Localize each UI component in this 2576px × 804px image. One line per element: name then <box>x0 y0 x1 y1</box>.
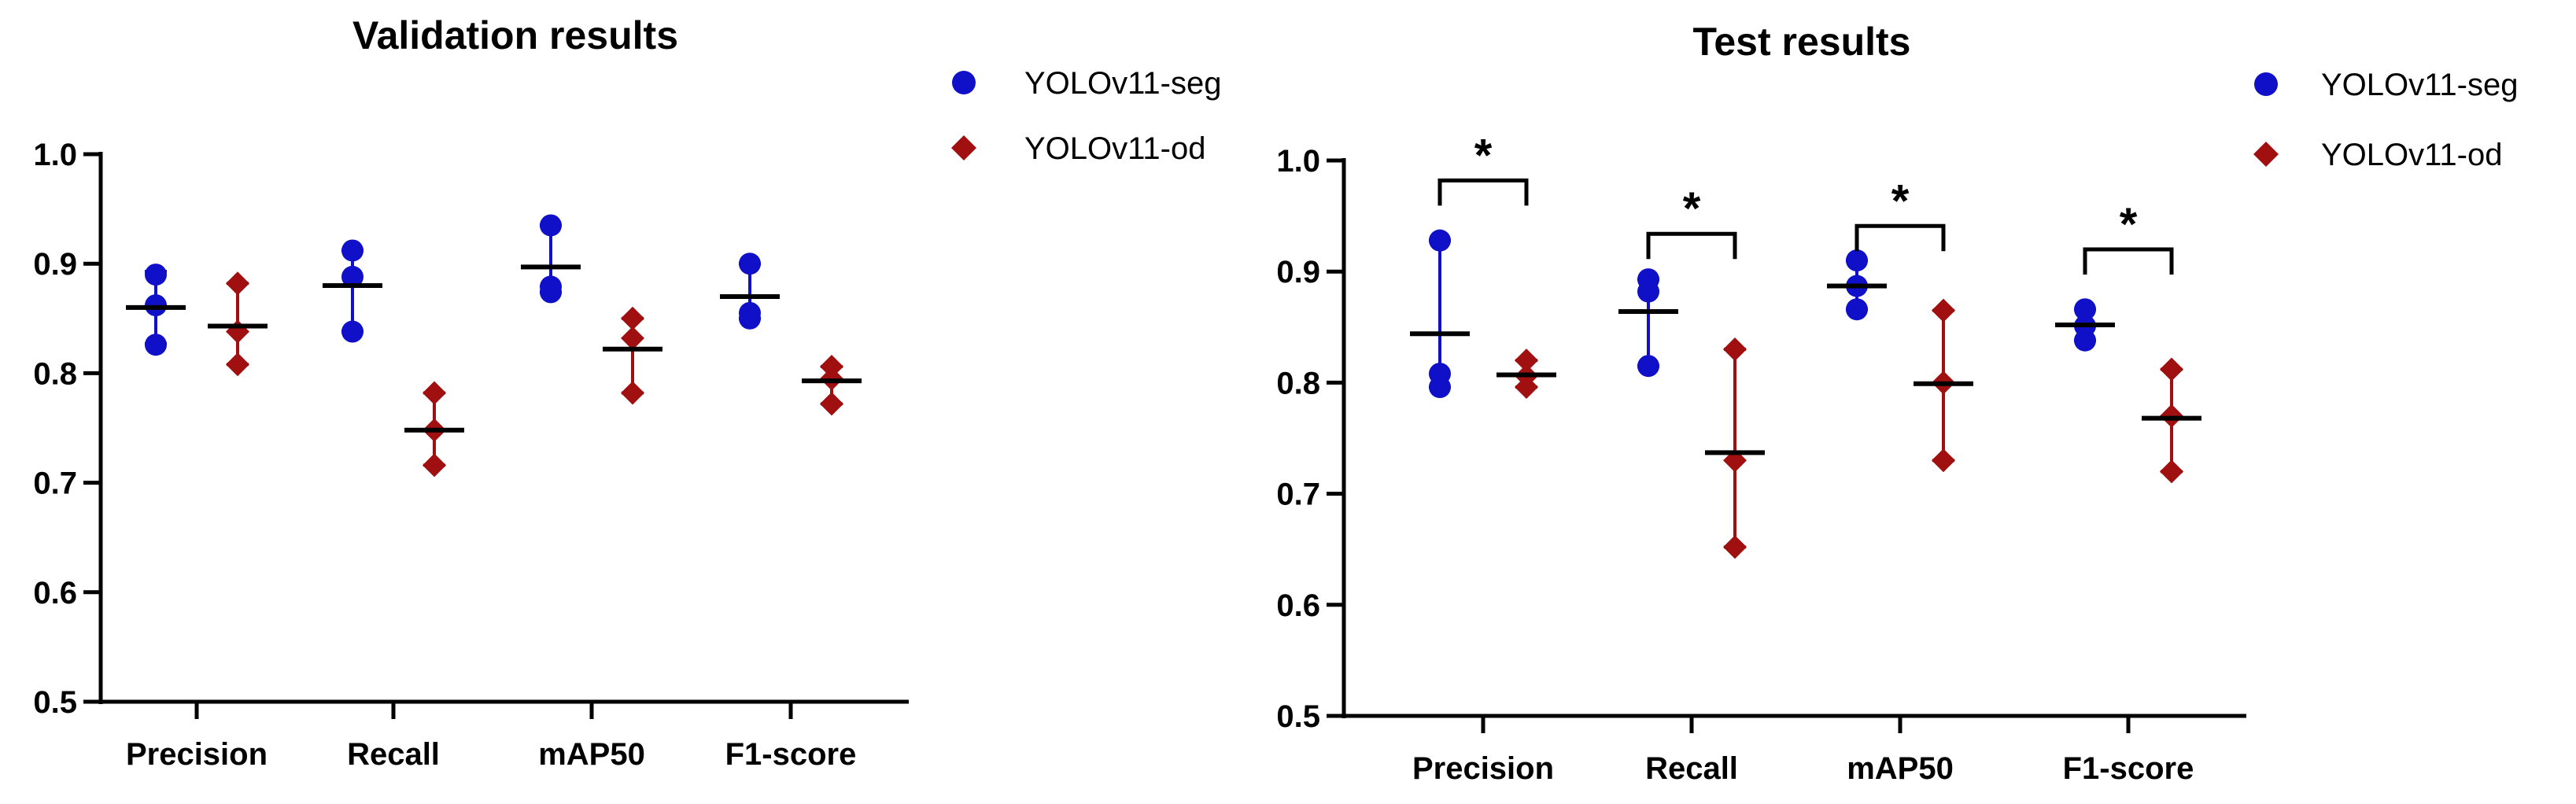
significance-star: * <box>2120 199 2138 250</box>
legend-label-seg: YOLOv11-seg <box>1024 66 1222 101</box>
legend-diamond-icon <box>2253 142 2279 167</box>
y-tick-label: 0.6 <box>1276 588 1320 623</box>
y-tick-label: 0.8 <box>33 356 77 391</box>
legend: YOLOv11-seg YOLOv11-od <box>951 66 1222 166</box>
significance-star: * <box>1891 175 1910 227</box>
series-yolov11-od <box>208 271 862 478</box>
data-point <box>739 253 761 275</box>
data-point <box>1932 298 1955 323</box>
significance-star: * <box>1683 183 1701 234</box>
significance-bracket <box>1437 178 1529 206</box>
data-point <box>1515 349 1538 373</box>
x-tick-label: mAP50 <box>1847 751 1954 786</box>
data-point <box>341 239 364 262</box>
data-point <box>423 453 446 478</box>
legend-diamond-icon <box>951 135 976 160</box>
significance-bracket <box>2083 247 2174 275</box>
data-point <box>1429 229 1451 252</box>
data-point <box>2074 329 2096 352</box>
y-tick-label: 0.7 <box>1276 478 1320 512</box>
x-tick-label: mAP50 <box>538 737 645 772</box>
y-tick-label: 0.5 <box>1276 699 1320 734</box>
y-tick-label: 0.6 <box>33 576 77 610</box>
data-point <box>1723 535 1747 559</box>
legend-label-seg: YOLOv11-seg <box>2321 68 2519 102</box>
x-tick-label: Precision <box>1412 751 1554 786</box>
x-tick-label: F1-score <box>725 737 857 772</box>
legend-label-od: YOLOv11-od <box>2321 138 2503 172</box>
chart-title: Validation results <box>352 13 678 57</box>
x-tick-label: Recall <box>1645 751 1738 786</box>
data-point <box>820 355 843 379</box>
legend-label-od: YOLOv11-od <box>1024 131 1206 166</box>
data-point <box>226 271 249 296</box>
significance-bracket <box>1854 223 1946 252</box>
data-point <box>540 214 562 237</box>
data-point <box>739 307 761 330</box>
legend-circle-icon <box>952 71 976 94</box>
legend-circle-icon <box>2254 72 2278 96</box>
y-tick-label: 1.0 <box>1276 144 1320 179</box>
significance-bracket <box>1646 231 1737 260</box>
legend: YOLOv11-seg YOLOv11-od <box>2253 68 2519 172</box>
validation-chart: Validation results 0.5 0.6 0.7 0.8 0.9 1.0 Prec… <box>33 13 1221 772</box>
data-point <box>621 381 644 405</box>
data-point <box>2074 298 2096 321</box>
data-point <box>341 320 364 343</box>
data-point <box>540 281 562 304</box>
data-point <box>621 326 644 350</box>
series-yolov11-seg <box>1410 229 2115 399</box>
y-tick-label: 1.0 <box>33 138 77 172</box>
data-point <box>145 264 167 286</box>
series-yolov11-od <box>1497 298 2201 559</box>
y-tick-label: 0.7 <box>33 467 77 501</box>
data-point <box>1515 375 1538 400</box>
data-point <box>2160 459 2183 484</box>
y-tick-label: 0.9 <box>1276 255 1320 290</box>
data-point <box>226 352 249 377</box>
x-tick-label: F1-score <box>2063 751 2194 786</box>
data-point <box>341 265 364 288</box>
data-point <box>423 381 446 405</box>
data-point <box>2160 357 2183 382</box>
data-point <box>1723 337 1747 362</box>
data-point <box>226 319 249 344</box>
y-tick-label: 0.9 <box>33 247 77 282</box>
chart-title: Test results <box>1693 20 1911 64</box>
series-yolov11-seg <box>126 214 780 356</box>
data-point <box>820 392 843 416</box>
significance-star: * <box>1474 130 1493 181</box>
test-chart: Test results 0.5 0.6 0.7 0.8 0.9 1.0 Precision R… <box>1276 20 2518 786</box>
data-point <box>1637 280 1659 303</box>
x-tick-label: Recall <box>347 737 440 772</box>
x-tick-label: Precision <box>126 737 268 772</box>
data-point <box>621 306 644 330</box>
y-tick-label: 0.8 <box>1276 366 1320 400</box>
y-tick-label: 0.5 <box>33 685 77 720</box>
data-point <box>1846 249 1868 272</box>
data-point <box>1932 448 1955 473</box>
data-point <box>1637 355 1659 378</box>
data-point <box>1429 376 1451 399</box>
data-point <box>1846 298 1868 321</box>
data-point <box>145 334 167 356</box>
